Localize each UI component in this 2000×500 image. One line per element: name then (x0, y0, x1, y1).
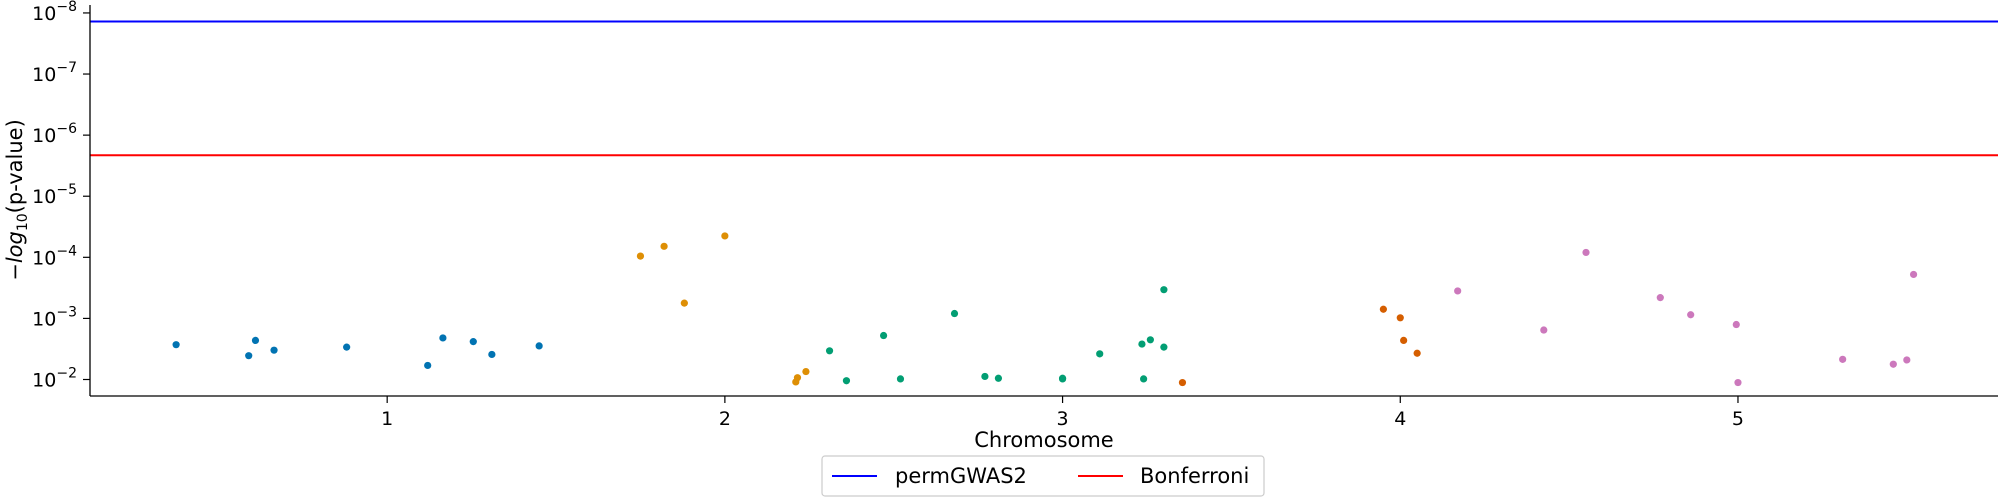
data-point (896, 375, 905, 383)
data-point (981, 372, 989, 381)
x-axis-title: Chromosome (974, 428, 1113, 452)
data-point (1058, 375, 1067, 383)
data-point (469, 338, 477, 346)
y-tick-label: 10−7 (32, 60, 77, 86)
data-point (842, 377, 851, 385)
data-point (1732, 320, 1740, 329)
data-point (636, 252, 645, 260)
y-tick-exponent: −2 (56, 366, 77, 382)
y-tick-base: 10 (32, 308, 56, 330)
threshold-lines (90, 20, 1998, 157)
data-point (793, 374, 802, 382)
data-point (1138, 340, 1146, 348)
data-point (1178, 378, 1187, 387)
data-point (879, 331, 888, 340)
x-tick-label: 3 (1057, 408, 1069, 430)
data-point (1909, 270, 1918, 279)
data-point (343, 343, 351, 351)
data-point (1903, 356, 1911, 364)
y-tick-label: 10−6 (32, 121, 77, 147)
data-point (270, 346, 278, 354)
y-tick-label: 10−4 (32, 243, 77, 269)
y-axis-title: −log10(p-value) (3, 119, 31, 281)
x-tick-label: 5 (1732, 408, 1744, 430)
data-point (1413, 349, 1421, 357)
y-tick-label: 10−2 (32, 366, 77, 392)
data-point (1140, 375, 1148, 383)
data-point (1454, 287, 1462, 295)
axes (89, 5, 1998, 397)
data-point (245, 352, 253, 360)
y-tick-label: 10−5 (32, 182, 77, 208)
x-tick-label: 1 (381, 408, 393, 430)
x-ticks: 1 2 3 4 5 (381, 396, 1744, 430)
y-tick-exponent: −8 (56, 0, 77, 15)
data-point (535, 342, 543, 350)
y-ticks: 10−810−710−610−510−410−310−2 (32, 0, 90, 392)
data-point (172, 341, 180, 349)
y-tick-exponent: −3 (56, 304, 77, 320)
data-point (1889, 360, 1897, 368)
data-point (1160, 343, 1168, 351)
data-point (825, 347, 834, 355)
legend-label-bonferroni: Bonferroni (1140, 464, 1249, 488)
data-point (1582, 248, 1590, 257)
data-point (1379, 305, 1387, 313)
data-point (1839, 355, 1847, 363)
data-point (994, 374, 1003, 382)
data-point (1160, 286, 1168, 294)
y-tick-base: 10 (32, 247, 56, 269)
data-point (1687, 311, 1695, 319)
y-axis-title-sub: 10 (15, 213, 31, 231)
data-point (251, 336, 260, 345)
y-tick-base: 10 (32, 186, 56, 208)
y-tick-label: 10−3 (32, 304, 77, 330)
data-point (680, 299, 688, 307)
x-tick-label: 2 (719, 408, 731, 430)
data-point (1396, 314, 1404, 322)
data-point (802, 367, 810, 376)
y-axis-title-log: log (3, 231, 27, 263)
data-point (1146, 336, 1154, 344)
y-tick-base: 10 (32, 370, 56, 392)
data-point (439, 334, 447, 342)
data-point (1734, 378, 1742, 387)
y-tick-exponent: −7 (56, 60, 77, 76)
y-tick-exponent: −5 (56, 182, 77, 198)
legend-frame (821, 455, 1265, 497)
data-point (488, 350, 496, 359)
data-point (1656, 294, 1664, 302)
data-point (424, 361, 432, 370)
y-axis-title-suffix: (p-value) (3, 119, 27, 213)
legend: permGWAS2 Bonferroni (821, 455, 1265, 497)
y-tick-base: 10 (32, 64, 56, 86)
data-point (1096, 350, 1104, 358)
y-tick-base: 10 (32, 125, 56, 147)
data-points (172, 232, 1918, 387)
data-point (1400, 336, 1408, 345)
legend-label-permgwas2: permGWAS2 (895, 464, 1027, 488)
y-tick-label: 10−8 (32, 0, 77, 25)
data-point (1540, 326, 1548, 334)
y-tick-exponent: −6 (56, 121, 77, 137)
data-point (950, 309, 959, 318)
data-point (721, 232, 729, 240)
x-tick-label: 4 (1394, 408, 1406, 430)
data-point (660, 242, 668, 250)
y-tick-base: 10 (32, 3, 56, 25)
y-tick-exponent: −4 (56, 243, 77, 259)
y-axis-title-prefix: − (3, 263, 27, 281)
